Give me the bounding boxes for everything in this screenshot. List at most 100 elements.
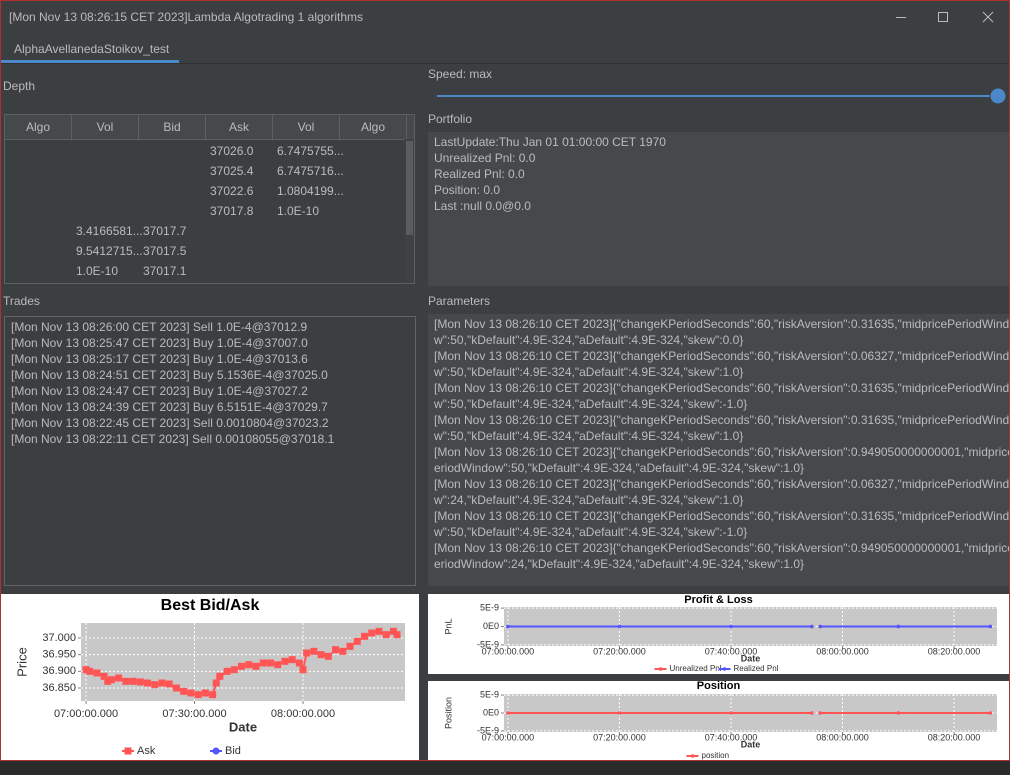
y-tick-label: 5E-9: [480, 689, 499, 699]
data-point: [346, 642, 354, 650]
table-cell: 37017.8: [210, 204, 254, 218]
y-tick-label: 0E0: [483, 707, 499, 717]
table-cell: 37025.4: [210, 164, 254, 178]
legend-marker: [124, 747, 132, 755]
y-tick-label: 36.850: [42, 682, 76, 694]
parameters-line: [Mon Nov 13 08:26:10 CET 2023]{"changeKP…: [434, 349, 1009, 363]
parameters-line: eriodWindow":24,"kDefault":4.9E-324,"aDe…: [434, 557, 805, 571]
table-cell: 37017.7: [143, 224, 187, 238]
data-point: [223, 667, 231, 675]
x-tick-label: 08:20:00.000: [928, 732, 981, 742]
x-axis-label: Date: [741, 653, 761, 663]
chart-title: Best Bid/Ask: [161, 597, 260, 614]
column-header: Bid: [139, 115, 206, 139]
data-point: [230, 666, 238, 674]
data-point: [896, 624, 901, 629]
parameters-line: w":50,"kDefault":4.9E-324,"aDefault":4.9…: [434, 333, 744, 347]
data-point: [375, 627, 383, 635]
data-point: [259, 659, 267, 667]
parameters-line: [Mon Nov 13 08:26:10 CET 2023]{"changeKP…: [434, 317, 1009, 331]
x-tick-label: 08:00:00.000: [271, 708, 335, 720]
scrollbar-thumb[interactable]: [406, 141, 413, 235]
data-point: [818, 711, 823, 715]
parameters-line: [Mon Nov 13 08:26:10 CET 2023]{"changeKP…: [434, 445, 1009, 459]
table-cell: 37022.6: [210, 184, 254, 198]
legend-marker: [722, 667, 727, 671]
x-axis-label: Date: [741, 739, 761, 749]
data-point: [252, 662, 260, 670]
data-point: [187, 689, 195, 697]
table-cell: 1.0804199...: [277, 184, 344, 198]
table-cell: 6.7475716...: [277, 164, 344, 178]
data-point: [180, 687, 188, 695]
data-point: [361, 632, 368, 640]
x-tick-label: 07:40:00.000: [705, 732, 758, 742]
x-tick-label: 07:40:00.000: [705, 646, 758, 656]
data-point: [104, 677, 112, 685]
title-bar: [1, 1, 1009, 34]
parameters-line: [Mon Nov 13 08:26:10 CET 2023]{"changeKP…: [434, 381, 1009, 395]
parameters-line: [Mon Nov 13 08:26:10 CET 2023]{"changeKP…: [434, 509, 1009, 523]
trades-line: [Mon Nov 13 08:22:45 CET 2023] Sell 0.00…: [11, 416, 329, 430]
speed-label: Speed: max: [428, 67, 493, 81]
legend-marker: [690, 754, 695, 758]
data-point: [810, 624, 814, 629]
tab-label[interactable]: AlphaAvellanedaStoikov_test: [14, 42, 170, 56]
depth-table: Algo Vol Bid Ask Vol Algo 37026.0 6.7475755... 3…: [4, 114, 415, 284]
data-point: [299, 666, 307, 674]
table-cell: 37017.5: [143, 244, 187, 258]
parameters-line: [Mon Nov 13 08:26:10 CET 2023]{"changeKP…: [434, 477, 1009, 491]
data-point: [324, 652, 332, 660]
data-point: [988, 624, 993, 629]
legend-label: Bid: [225, 745, 241, 757]
x-tick-label: 08:00:00.000: [816, 646, 869, 656]
data-point: [100, 672, 108, 680]
close-button[interactable]: [982, 11, 994, 23]
data-point: [209, 691, 217, 699]
trades-line: [Mon Nov 13 08:25:17 CET 2023] Buy 1.0E-…: [11, 352, 308, 366]
parameters-line: [Mon Nov 13 08:26:10 CET 2023]{"changeKP…: [434, 413, 1009, 427]
tab[interactable]: [1, 34, 179, 63]
column-header: Algo: [340, 115, 407, 139]
portfolio-panel: LastUpdate:Thu Jan 01 01:00:00 CET 1970 U…: [428, 132, 1009, 286]
portfolio-line: Unrealized Pnl: 0.0: [434, 151, 536, 165]
column-header: Vol: [273, 115, 340, 139]
speed-slider[interactable]: [431, 85, 1009, 107]
data-point: [339, 647, 347, 655]
data-point: [353, 637, 361, 645]
data-point: [818, 624, 823, 629]
y-axis-label: Price: [14, 647, 29, 677]
data-point: [295, 659, 303, 667]
depth-label: Depth: [3, 79, 36, 93]
data-point: [212, 679, 220, 687]
data-point: [216, 672, 224, 680]
data-point: [617, 711, 622, 715]
data-point: [115, 674, 123, 682]
data-point: [393, 631, 401, 639]
column-header: Ask: [206, 115, 273, 139]
parameters-panel: [Mon Nov 13 08:26:10 CET 2023]{"changeKP…: [428, 314, 1009, 586]
data-point: [82, 666, 90, 674]
y-axis-label: PnL: [443, 618, 453, 634]
table-cell: 37017.1: [143, 264, 187, 278]
table-cell: 1.0E-10: [76, 264, 119, 278]
legend-label: Realized Pnl: [734, 664, 779, 673]
charts: Best Bid/Ask 36.850 36.900 36.950 37.000 07:0…: [1, 594, 1009, 760]
y-tick-label: -5E-9: [477, 725, 499, 735]
y-tick-label: 36.950: [42, 649, 76, 661]
x-tick-label: 07:00:00.000: [54, 708, 118, 720]
data-point: [172, 684, 180, 692]
data-point: [810, 711, 814, 715]
y-tick-label: 0E0: [483, 621, 499, 631]
portfolio-label: Portfolio: [428, 112, 473, 126]
data-point: [107, 676, 115, 684]
data-point: [288, 656, 296, 664]
maximize-button[interactable]: [938, 12, 948, 22]
legend-marker: [212, 747, 220, 755]
table-cell: 9.5412715...: [76, 244, 143, 258]
data-point: [506, 711, 510, 715]
data-point: [144, 679, 152, 687]
slider-knob[interactable]: [989, 87, 1007, 105]
data-point: [332, 646, 340, 654]
